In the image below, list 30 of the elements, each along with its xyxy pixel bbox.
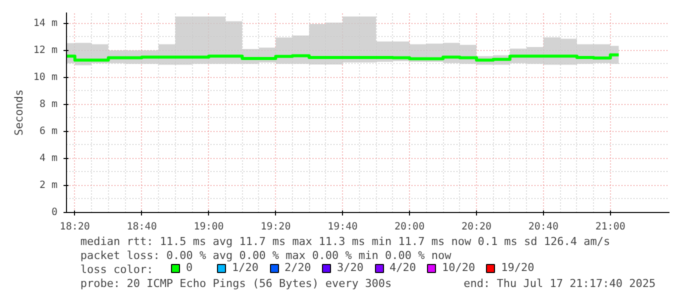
legend-title: loss color: (80, 263, 154, 276)
y-tick-label: 12 m (33, 44, 58, 56)
legend-label: 3/20 (337, 261, 364, 274)
legend-label: 0 (186, 261, 194, 274)
legend-label: 19/20 (501, 261, 534, 274)
y-tick-label: 14 m (33, 18, 58, 29)
x-tick-label: 19:00 (194, 222, 224, 232)
legend-label: 10/20 (442, 261, 476, 274)
x-tick-label: 18:20 (60, 222, 90, 232)
x-tick-label: 20:00 (394, 222, 425, 232)
y-tick-label: 8 m (39, 98, 58, 110)
y-tick-label: 0 (51, 207, 58, 218)
x-tick-label: 21:00 (595, 222, 626, 232)
y-tick-label: 6 m (39, 126, 58, 137)
x-tick-label: 20:20 (461, 222, 492, 232)
x-tick-label: 19:20 (260, 222, 291, 232)
y-tick-label: 2 m (39, 180, 58, 191)
text: median rtt: 11.5 ms avg 11.7 ms max 11.3 ms min 11.7 ms now 0.1 ms sd 126.4 am/s (80, 235, 610, 248)
text: probe: 20 ICMP Echo Pings (56 Bytes) every 300s (80, 277, 392, 290)
text: end: Thu Jul 17 21:17:40 2025 (464, 277, 656, 290)
x-tick-label: 18:40 (126, 222, 157, 232)
text: packet loss: 0.00 % avg 0.00 % max 0.00 % min 0.00 % now (80, 249, 452, 262)
y-tick-label: 4 m (39, 152, 58, 164)
x-tick-label: 19:40 (328, 222, 358, 232)
y-axis-title: Seconds (12, 89, 26, 136)
y-tick-label: 10 m (33, 72, 58, 83)
x-tick-label: 20:40 (528, 222, 559, 232)
legend-label: 1/20 (232, 261, 258, 274)
legend-label: 2/20 (284, 261, 311, 274)
legend-label: 4/20 (390, 261, 416, 274)
